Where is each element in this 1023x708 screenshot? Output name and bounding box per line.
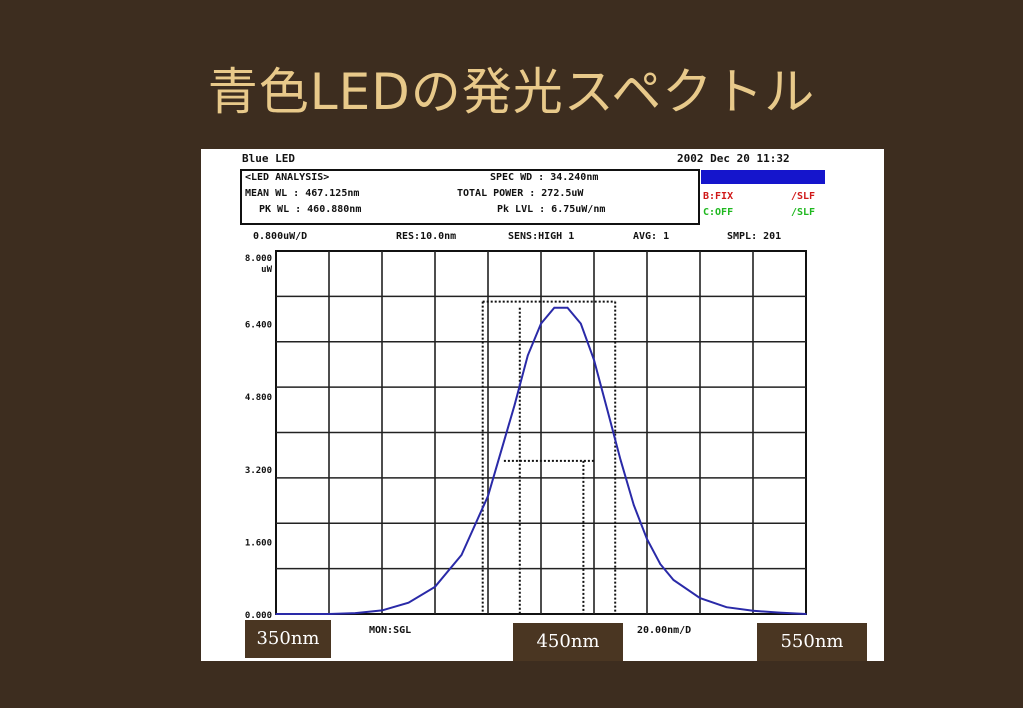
spectrum-point — [460, 554, 463, 556]
spectrum-point — [328, 613, 330, 615]
spectrum-point — [354, 612, 357, 614]
mean-wl: MEAN WL : 467.125nm — [245, 188, 360, 199]
trace-c-slf: /SLF — [791, 207, 816, 218]
spectrum-point — [526, 354, 529, 357]
sens-label: SENS:HIGH 1 — [508, 231, 575, 242]
spectrum-point — [619, 458, 622, 461]
spectrum-point — [725, 606, 728, 608]
spectrum-point — [606, 409, 609, 411]
x-marker-550: 550nm — [757, 623, 867, 661]
spectrum-point — [699, 597, 701, 599]
spec-wd: SPEC WD : 34.240nm — [490, 172, 599, 183]
spectrum-point — [301, 613, 304, 615]
mode-label: <LED ANALYSIS> — [245, 172, 330, 183]
smpl-label: SMPL: 201 — [727, 231, 782, 242]
y-tick-label: 3.200 — [245, 466, 272, 476]
spectrum-point — [593, 359, 595, 361]
y-tick-label: 4.800 — [245, 393, 272, 403]
trace-a-legend — [701, 170, 825, 184]
spectrum-point — [566, 306, 569, 309]
info-box: <LED ANALYSIS> MEAN WL : 467.125nm PK WL… — [240, 169, 700, 225]
spectrum-point — [407, 601, 410, 604]
y-tick-label: 1.600 — [245, 538, 272, 548]
spectrum-point — [553, 306, 556, 309]
spectrum-point — [275, 613, 277, 615]
spectrum-point — [752, 610, 754, 612]
spectrum-point — [579, 322, 582, 325]
y-tick-label: 6.400 — [245, 321, 272, 331]
res-label: RES:10.0nm — [396, 231, 457, 242]
total-power: TOTAL POWER : 272.5uW — [457, 188, 584, 199]
scale-label: 0.800uW/D — [253, 231, 308, 242]
y-tick-label: 0.000 — [245, 611, 272, 621]
x-marker-450: 450nm — [513, 623, 623, 661]
x-marker-350: 350nm — [245, 620, 331, 658]
spectrum-point — [632, 504, 635, 506]
measurement-markers — [481, 300, 617, 614]
datetime: 2002 Dec 20 11:32 — [677, 152, 790, 165]
avg-label: AVG: 1 — [633, 231, 670, 242]
spectrum-point — [487, 495, 489, 497]
spectrum-point — [805, 613, 807, 615]
spectrum-point — [540, 322, 542, 325]
trace-c-mode: C:OFF — [703, 207, 734, 218]
spectrum-point — [659, 563, 662, 565]
sample-name: Blue LED — [242, 152, 295, 165]
trace-b-mode: B:FIX — [703, 191, 734, 202]
spectrum-point — [672, 579, 675, 581]
y-tick-unit: uW — [261, 265, 272, 275]
spectrum-point — [646, 538, 648, 540]
y-tick-label: 8.000 — [245, 254, 272, 264]
spectrum-point — [381, 609, 383, 612]
spectrum-point — [434, 585, 436, 588]
pk-lvl: Pk LVL : 6.75uW/nm — [497, 204, 606, 215]
trace-b-slf: /SLF — [791, 191, 816, 202]
span-div-label: 20.00nm/D — [637, 625, 692, 636]
spectrum-panel: Blue LED 2002 Dec 20 11:32 <LED ANALYSIS… — [201, 149, 884, 661]
spectrum-point — [778, 611, 781, 614]
spectrum-point — [513, 404, 516, 407]
pk-wl: PK WL : 460.880nm — [259, 204, 362, 215]
series-layer — [275, 306, 807, 615]
plot-grid — [275, 250, 807, 615]
slide-title: 青色LEDの発光スペクトル — [207, 63, 816, 121]
mon-label: MON:SGL — [369, 625, 412, 636]
